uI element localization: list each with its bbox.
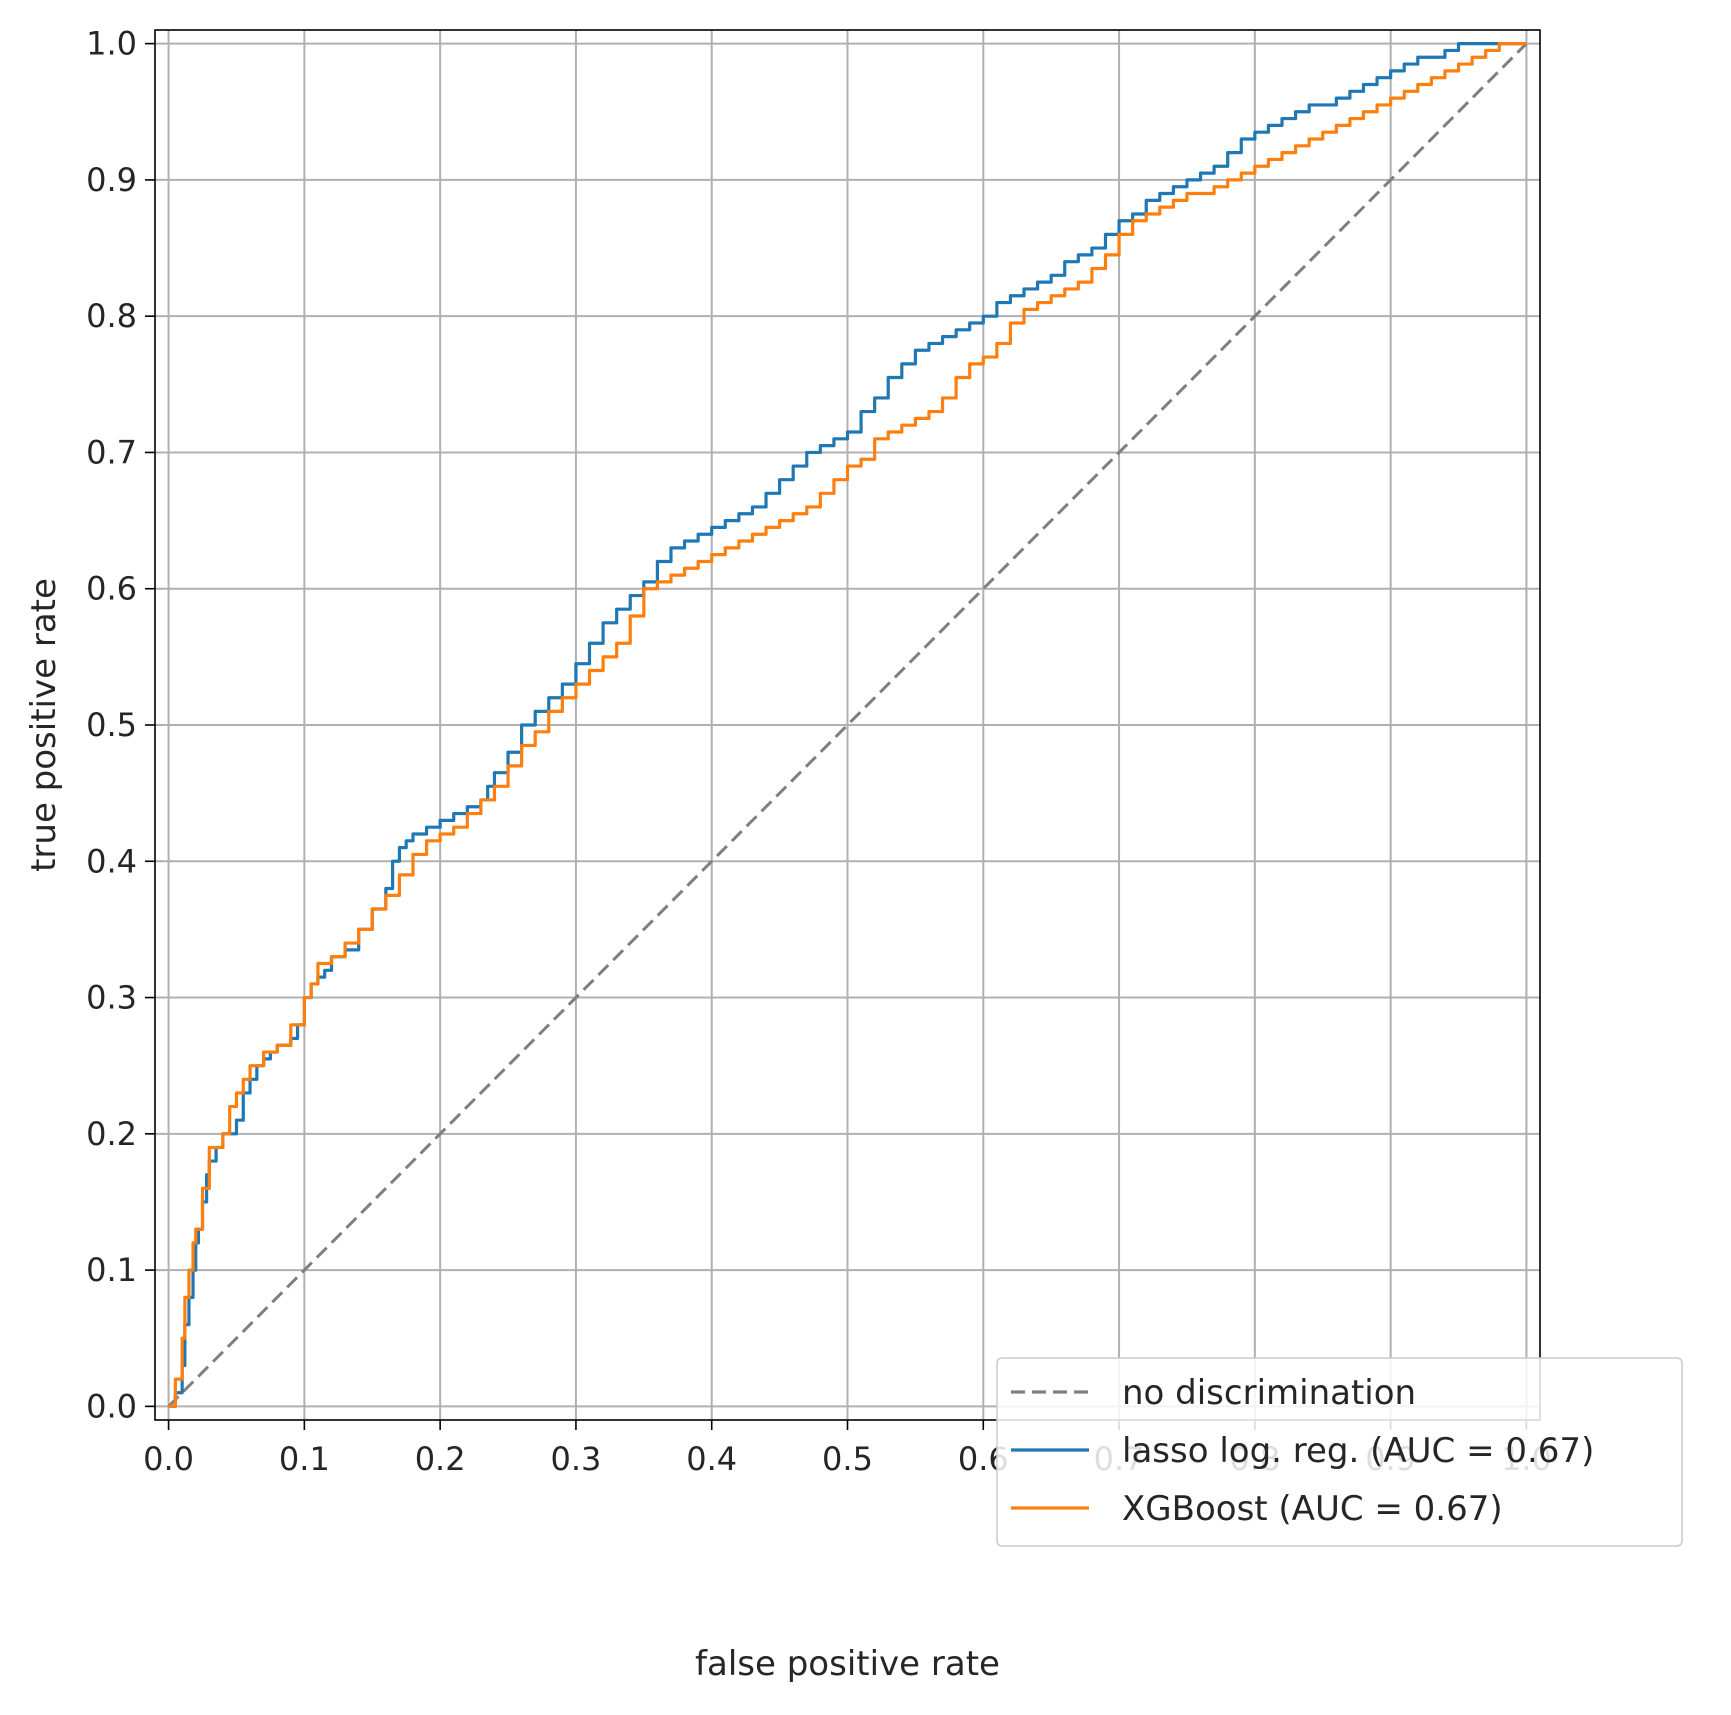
x-axis-label: false positive rate [695,1644,1000,1684]
legend-label-lasso: lasso log. reg. (AUC = 0.67) [1122,1431,1594,1471]
legend-box [996,1357,1683,1547]
y-tick-label: 0.7 [86,433,137,471]
y-axis-label: true positive rate [24,578,64,872]
plot-series [167,42,1528,1408]
series-line-0 [167,42,1528,1408]
grid [155,30,1540,1420]
y-tick-label: 0.9 [86,161,137,199]
y-tick-label: 0.4 [86,842,137,880]
series-line-2 [168,42,1527,1408]
y-tick-label: 1.0 [86,25,137,63]
y-tick-label: 0.6 [86,570,137,608]
y-tick-label: 0.1 [86,1251,137,1289]
y-tick-label: 0.2 [86,1115,137,1153]
x-tick-label: 0.3 [550,1440,601,1478]
y-tick-label: 0.3 [86,979,137,1017]
x-tick-label: 0.2 [415,1440,466,1478]
y-axis-ticks: 0.0 0.1 0.2 0.3 0.4 0.5 0.6 0.7 0.8 0.9 1.0 [86,25,155,1425]
legend: no discrimination lasso log. reg. (AUC =… [996,1357,1683,1547]
y-tick-label: 0.5 [86,706,137,744]
legend-label-xgboost: XGBoost (AUC = 0.67) [1122,1489,1503,1529]
y-tick-label: 0.0 [86,1387,137,1425]
x-tick-label: 0.5 [822,1440,873,1478]
x-tick-label: 0.0 [143,1440,194,1478]
y-tick-label: 0.8 [86,297,137,335]
legend-label-no-discrimination: no discrimination [1122,1373,1416,1413]
x-tick-label: 0.1 [279,1440,330,1478]
x-tick-label: 0.4 [686,1440,737,1478]
